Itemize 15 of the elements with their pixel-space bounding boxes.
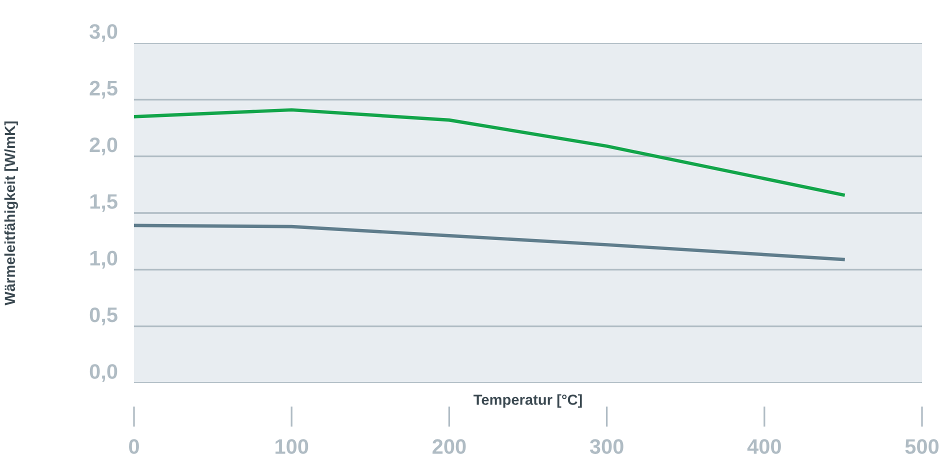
y-tick-label: 2,5 xyxy=(90,80,118,99)
y-tick-label: 2,0 xyxy=(90,137,118,156)
y-tick-label: 1,0 xyxy=(90,250,118,269)
y-tick-label: 0,5 xyxy=(90,307,118,326)
y-tick-label: 1,5 xyxy=(90,194,118,212)
x-tick-label: 300 xyxy=(590,439,624,454)
x-axis-title: Temperatur [°C] xyxy=(474,394,582,408)
x-tick-label: 0 xyxy=(129,439,139,454)
x-tick-label: 100 xyxy=(276,439,308,454)
x-tick-label: 400 xyxy=(747,439,781,454)
x-tick-label: 500 xyxy=(905,439,939,454)
x-tick-label: 200 xyxy=(432,439,466,454)
y-tick-label: 0,0 xyxy=(90,364,118,382)
y-axis-title: Wärmeleitfähigkeit [W/mK] xyxy=(4,121,18,306)
y-tick-label: 3,0 xyxy=(90,24,118,42)
